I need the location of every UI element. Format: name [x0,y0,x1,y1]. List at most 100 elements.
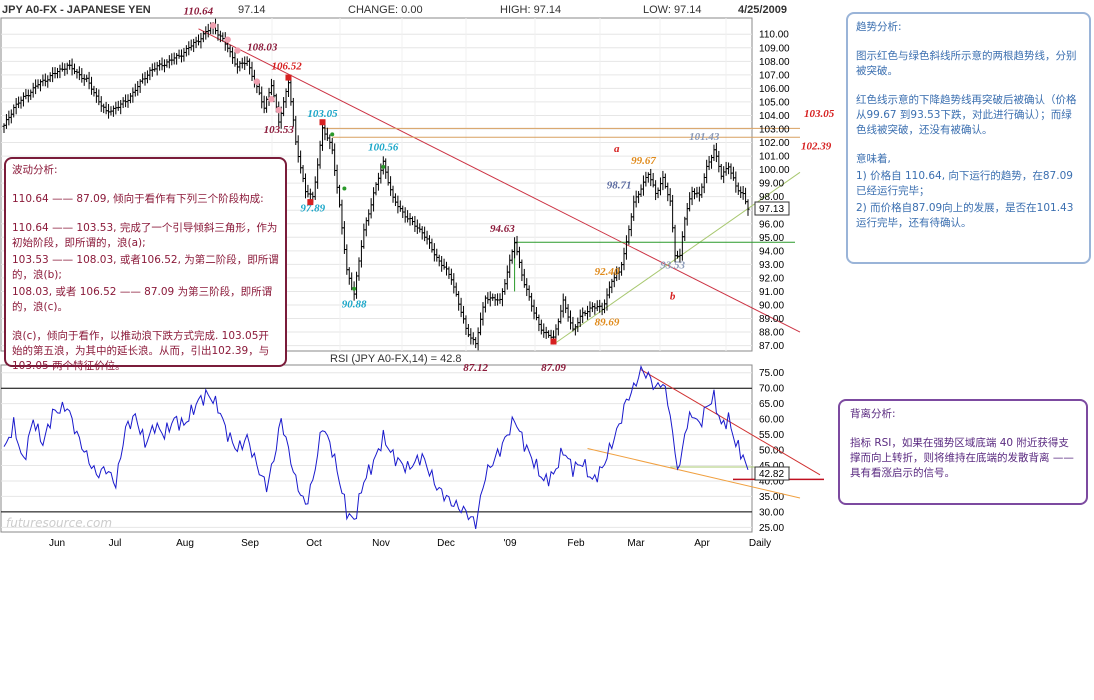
price-y-tick-label: 101.00 [759,152,790,163]
header-date: 4/25/2009 [738,4,787,16]
price-y-tick-label: 106.00 [759,84,790,95]
rsi-grid [1,372,752,528]
header-high: HIGH: 97.14 [500,4,561,16]
x-axis: Jun Jul Aug Sep Oct Nov Dec '09 Feb Mar Apr Daily [49,538,771,549]
rsi-y-tick-label: 70.00 [759,384,784,395]
header-price: 97.14 [238,4,266,16]
price-annotation: 110.64 [183,6,213,18]
x-tick-label: Daily [749,538,771,549]
wave-analysis-p3: 103.53 —— 108.03, 或者106.52, 为第二阶段，即所谓的，浪… [12,254,279,281]
price-y-tick-label: 100.00 [759,165,790,176]
price-y-tick-label: 99.00 [759,179,784,190]
price-annotation: 108.03 [247,41,278,53]
rsi-y-axis: 25.0030.0035.0040.0045.0050.0055.0060.00… [759,368,784,534]
price-y-tick-label: 94.00 [759,246,784,257]
divergence-analysis-box: 背离分析: 指标 RSI，如果在强势区域底端 40 附近获得支撑而向上转折，则将… [838,399,1088,505]
price-y-tick-label: 96.00 [759,219,784,230]
price-annotation: 87.12 [463,362,488,374]
x-tick-label: Oct [306,538,322,549]
rsi-y-tick-label: 60.00 [759,415,784,426]
price-y-tick-label: 87.00 [759,341,784,352]
wave-analysis-p2: 110.64 —— 103.53, 完成了一个引导倾斜三角形，作为初始阶段，即所… [12,222,278,249]
watermark: futuresource.com [6,516,112,530]
price-y-tick-label: 95.00 [759,233,784,244]
trend-analysis-p2: 红色线示意的下降趋势线再突破后被确认（价格从99.67 到93.53下跌，对此进… [856,94,1077,136]
wave-analysis-box: 波动分析: 110.64 —— 87.09, 倾向于看作有下列三个阶段构成: 1… [4,157,287,372]
rsi-y-tick-label: 65.00 [759,399,784,410]
wave-analysis-p4: 108.03, 或者 106.52 —— 87.09 为第三阶段，即所谓的，浪(… [12,286,273,313]
divergence-analysis-p1: 指标 RSI，如果在强势区域底端 40 附近获得支撑而向上转折，则将维持在底端的… [850,437,1074,479]
wave-marker-square [550,338,557,345]
rsi-y-tick-label: 35.00 [759,492,784,503]
header-change: CHANGE: 0.00 [348,4,423,16]
wave-analysis-p1: 110.64 —— 87.09, 倾向于看作有下列三个阶段构成: [12,193,264,205]
wave-analysis-p5: 浪(c)，倾向于看作，以推动浪下跌方式完成. 103.05开始的第五浪，为其中的… [12,330,270,372]
price-y-tick-label: 98.00 [759,192,784,203]
price-annotation: 90.88 [342,299,367,311]
price-y-tick-label: 89.00 [759,314,784,325]
x-tick-label: '09 [503,538,516,549]
x-tick-label: Sep [241,538,259,549]
price-annotation: 102.39 [801,140,832,152]
wave-marker-dot [224,36,231,43]
wave-marker-green [381,164,386,169]
price-annotation: 99.67 [631,155,656,167]
wave-marker-square [285,74,292,81]
x-tick-label: Mar [627,538,645,549]
downtrend-line [198,28,801,333]
price-y-tick-label: 103.00 [759,125,790,136]
rsi-y-tick-label: 55.00 [759,430,784,441]
price-annotation: b [670,291,676,303]
price-y-tick-label: 104.00 [759,111,790,122]
price-annotation: 89.69 [595,316,620,328]
price-annotation: 87.09 [541,362,566,374]
rsi-y-tick-label: 75.00 [759,368,784,379]
wave-marker-green [330,132,335,137]
x-tick-label: Apr [694,538,710,549]
price-y-tick-label: 108.00 [759,57,790,68]
rsi-title: RSI (JPY A0-FX,14) = 42.8 [330,353,462,365]
trend-analysis-p5: 2) 而价格自87.09向上的发展，是否在101.43运行完毕，还有待确认。 [856,202,1074,229]
trend-analysis-box: 趋势分析: 图示红色与绿色斜线所示意的两根趋势线，分别被突破。 红色线示意的下降… [846,12,1091,264]
rsi-y-tick-label: 40.00 [759,476,784,487]
price-candles [2,18,750,351]
uptrend-line [553,171,801,345]
price-y-tick-label: 88.00 [759,328,784,339]
wave-marker-dot [253,78,261,85]
rsi-title-bg [320,352,460,364]
price-overlays [198,28,801,345]
price-annotation: 100.56 [368,142,399,154]
price-y-tick-label: 105.00 [759,97,790,108]
price-annotation: 103.05 [804,108,835,120]
price-annotation: 98.71 [607,180,632,192]
trend-analysis-p4: 1) 价格自 110.64, 向下运行的趋势，在87.09已经运行完毕； [856,170,1073,197]
price-y-axis: 87.00 88.00 89.00 90.00 91.00 92.00 93.00 94.00… [759,30,790,352]
x-tick-label: Nov [372,538,390,549]
trend-analysis-title: 趋势分析: [856,21,902,33]
x-tick-label: Feb [567,538,585,549]
wave-marker-square [319,119,326,126]
wave-marker-dot [209,22,217,29]
last-rsi-label: 42.82 [759,469,784,480]
price-annotation: a [614,143,620,155]
x-tick-label: Jun [49,538,65,549]
wave-marker-dot [234,47,241,54]
rsi-y-tick-label: 50.00 [759,446,784,457]
price-annotation: 103.05 [307,108,338,120]
price-y-tick-label: 92.00 [759,273,784,284]
price-y-tick-label: 93.00 [759,260,784,271]
last-price-box [754,201,790,216]
x-tick-label: Jul [109,538,122,549]
wave-marker-green [352,286,357,291]
price-annotation: 97.89 [300,203,325,215]
wave-marker-dot [268,96,275,103]
wave-marker-square [307,199,314,206]
rsi-y-tick-label: 30.00 [759,507,784,518]
rsi-y-tick-label: 25.00 [759,523,784,534]
trend-analysis-p1: 图示红色与绿色斜线所示意的两根趋势线，分别被突破。 [856,50,1077,77]
trend-analysis-p3: 意味着, [856,153,891,165]
price-y-tick-label: 91.00 [759,287,784,298]
divergence-analysis-title: 背离分析: [850,408,896,420]
chart-header: JPY A0-FX - JAPANESE YEN 97.14 CHANGE: 0… [2,4,787,16]
price-annotation: 106.52 [271,60,302,72]
